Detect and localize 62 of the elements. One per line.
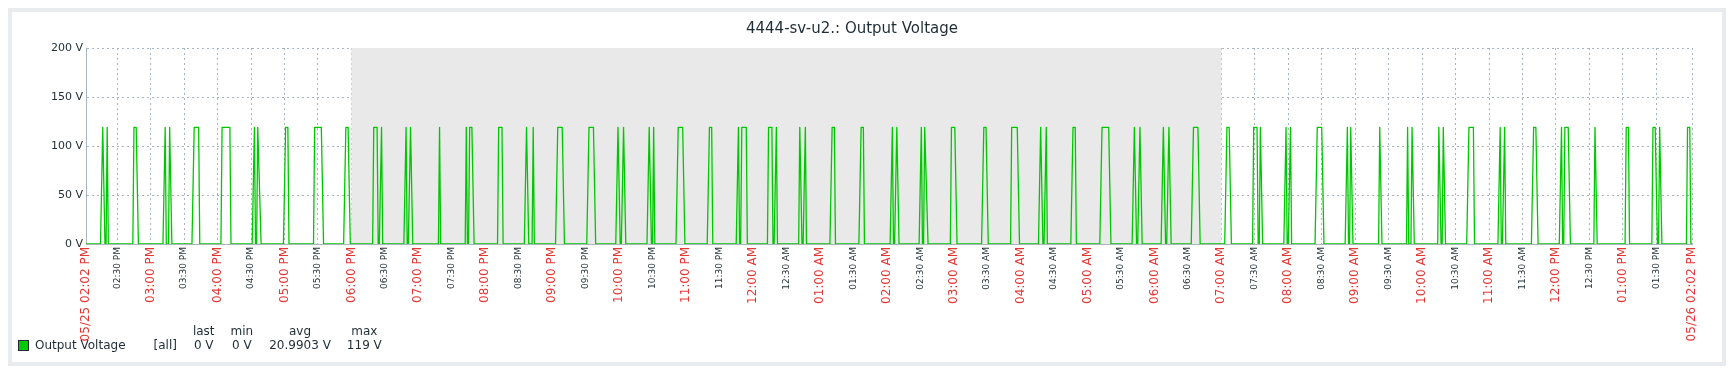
text: last	[191, 324, 216, 338]
x-tick-label: 06:30 PM	[379, 247, 390, 289]
x-tick-label: 09:30 AM	[1382, 247, 1393, 290]
x-tick-label: 01:00 PM	[1614, 247, 1629, 303]
y-tick-label: 50 V	[57, 187, 84, 201]
x-tick-label: 12:00 PM	[1548, 247, 1563, 303]
x-tick-label: 02:30 PM	[111, 247, 122, 289]
x-tick-label: 09:30 PM	[579, 247, 590, 289]
x-tick-label: 10:30 AM	[1449, 247, 1460, 290]
x-tick-label: 05:30 PM	[312, 247, 323, 289]
text: 20.9903 V	[268, 338, 332, 352]
x-tick-label: 11:00 AM	[1481, 247, 1496, 304]
x-tick-label: 05:00 AM	[1079, 247, 1094, 304]
x-tick-label: 05:00 PM	[276, 247, 291, 303]
x-tick-label: 01:30 AM	[847, 247, 858, 290]
x-tick-label: 07:00 PM	[410, 247, 425, 303]
x-tick-label: 10:00 AM	[1414, 247, 1429, 304]
x-tick-label: 03:00 PM	[142, 247, 157, 303]
text: 0 V	[192, 338, 215, 352]
x-tick-label: 10:00 PM	[611, 247, 626, 303]
x-tick-label: 11:30 AM	[1516, 247, 1527, 290]
x-tick-label: 01:30 PM	[1650, 247, 1661, 289]
x-tick-label: 04:30 PM	[245, 247, 256, 289]
chart-title: 4444-sv-u2.: Output Voltage	[745, 18, 959, 37]
x-tick-label: 10:30 PM	[646, 247, 657, 289]
x-tick-label: 12:30 AM	[780, 247, 791, 290]
x-tick-label: 02:30 AM	[914, 247, 925, 290]
text: [all]	[152, 338, 178, 352]
x-tick-label: 11:00 PM	[678, 247, 693, 303]
x-tick-label: 12:30 PM	[1583, 247, 1594, 289]
x-tick-label: 05/26 02:02 PM	[1684, 247, 1699, 342]
x-tick-label: 06:00 AM	[1146, 247, 1161, 304]
x-tick-label: 08:30 AM	[1316, 247, 1327, 290]
x-tick-label: 08:30 PM	[513, 247, 524, 289]
y-tick-label: 200 V	[50, 40, 84, 54]
x-tick-label: 09:00 AM	[1347, 247, 1362, 304]
y-tick-label: 150 V	[50, 89, 84, 103]
text: max	[350, 324, 379, 338]
x-tick-label: 12:00 AM	[745, 247, 760, 304]
x-tick-label: 02:00 AM	[878, 247, 893, 304]
x-tick-label: 03:30 AM	[981, 247, 992, 290]
x-tick-label: 05:30 AM	[1115, 247, 1126, 290]
y-tick-label: 100 V	[50, 138, 84, 152]
x-tick-label: 03:00 AM	[945, 247, 960, 304]
x-tick-label: 07:30 PM	[446, 247, 457, 289]
x-tick-label: 04:30 AM	[1048, 247, 1059, 290]
x-tick-label: 04:00 PM	[209, 247, 224, 303]
text: 0 V	[231, 338, 253, 352]
x-tick-label: 07:00 AM	[1213, 247, 1228, 304]
x-tick-label: 03:30 PM	[178, 247, 189, 289]
x-tick-label: 06:00 PM	[343, 247, 358, 303]
x-tick-label: 09:00 PM	[544, 247, 559, 303]
x-tick-label: 11:30 PM	[713, 247, 724, 289]
x-tick-label: 08:00 AM	[1280, 247, 1295, 304]
x-tick-label: 07:30 AM	[1249, 247, 1260, 290]
text: avg	[288, 324, 313, 338]
x-tick-label: 01:00 AM	[811, 247, 826, 304]
text: min	[229, 324, 255, 338]
x-tick-label: 06:30 AM	[1182, 247, 1193, 290]
text: 119 V	[345, 338, 383, 352]
x-tick-label: 04:00 AM	[1012, 247, 1027, 304]
x-tick-label: 08:00 PM	[477, 247, 492, 303]
